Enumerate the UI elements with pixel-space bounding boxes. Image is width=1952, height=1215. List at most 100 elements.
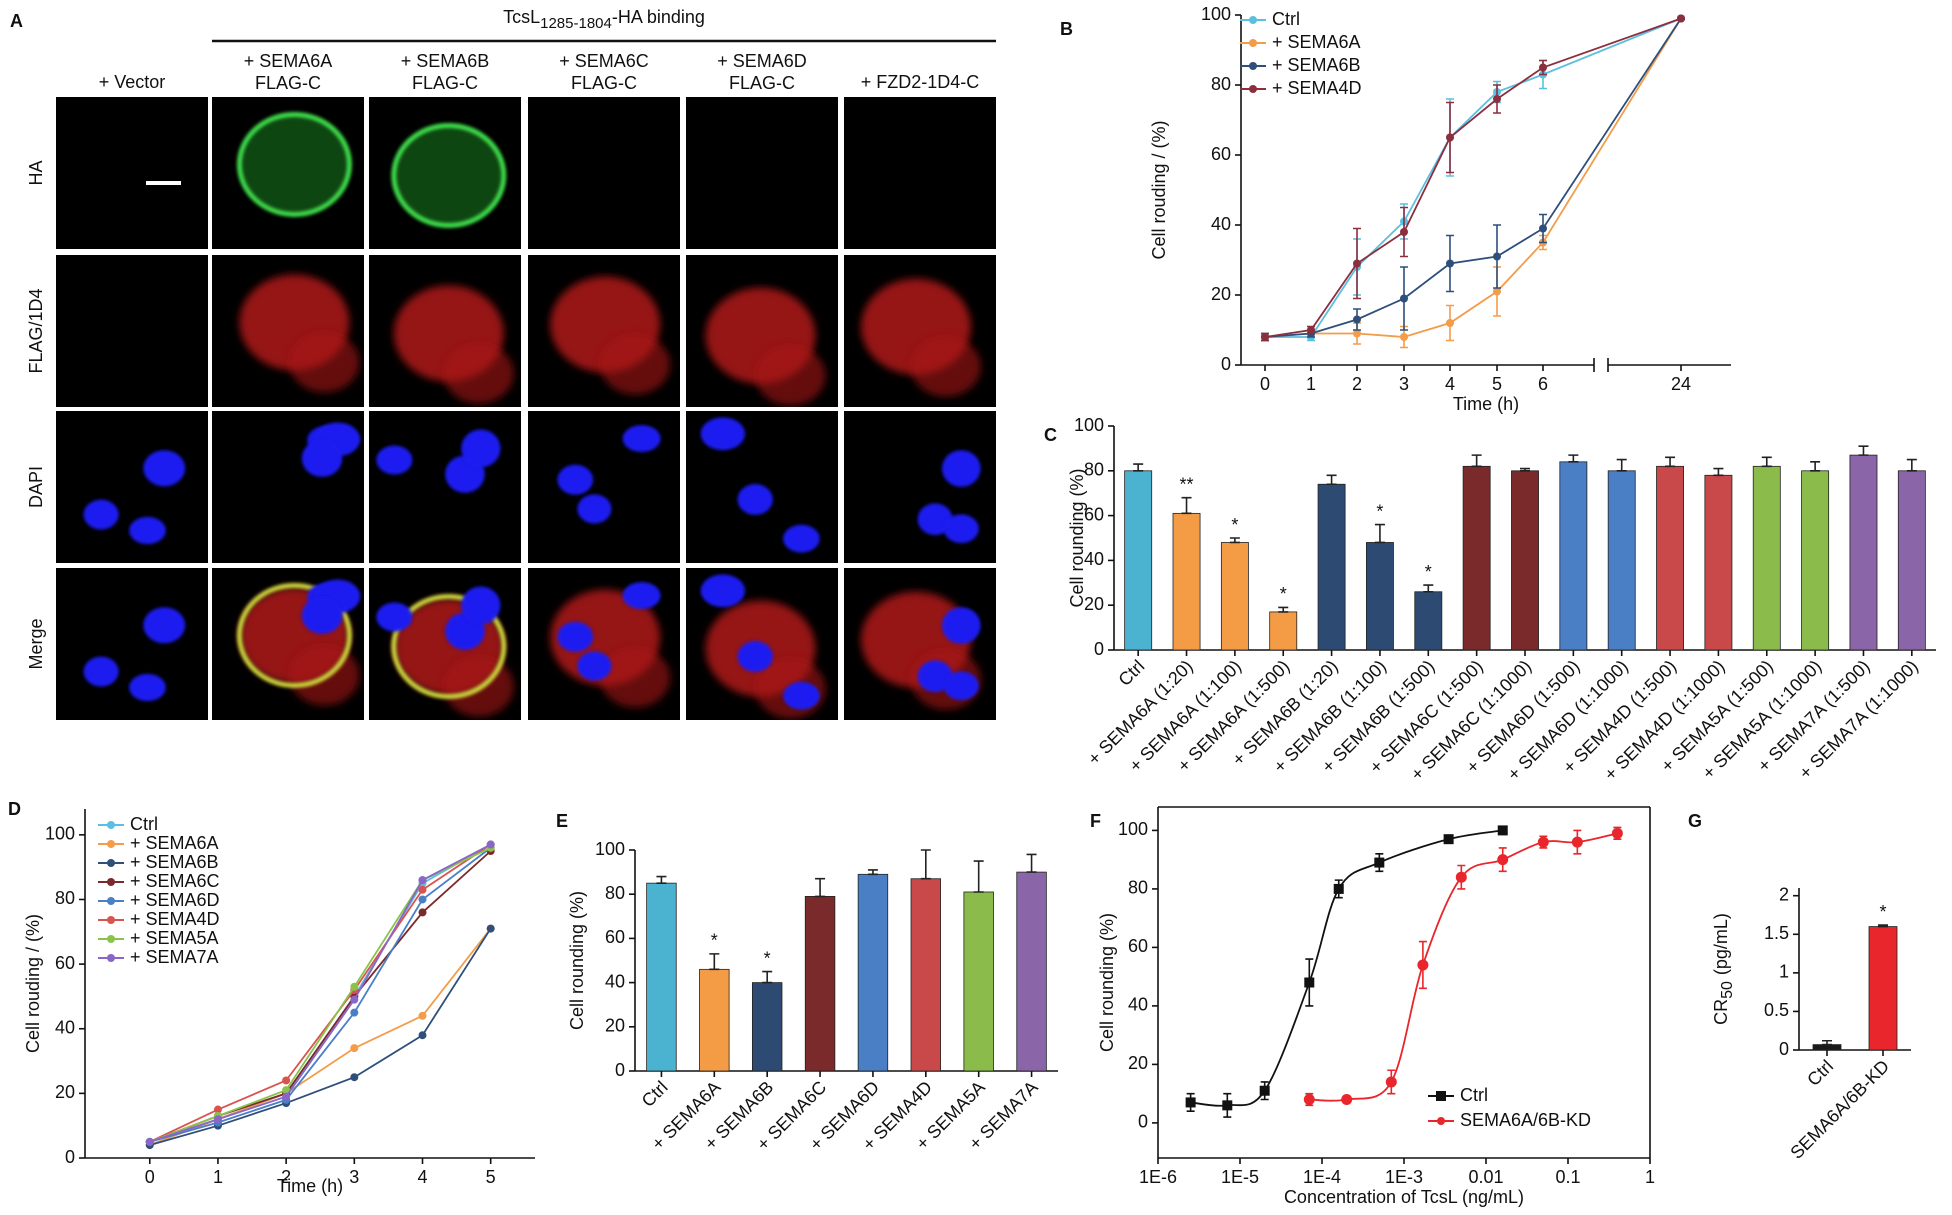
marker [1539,224,1547,233]
marker [418,876,427,885]
marker [350,982,359,991]
y-tick-label: 0 [1138,1112,1148,1132]
cell-signal [600,334,671,395]
series-line [149,843,492,1143]
marker [1353,259,1361,268]
y-tick-label: 0 [1221,354,1231,374]
bar [1414,591,1443,651]
nucleus [557,464,594,495]
marker [486,924,495,933]
marker [1400,294,1408,303]
marker [1304,977,1315,988]
cell-membrane [391,593,507,699]
significance: * [711,931,718,951]
x-tick-label: 6 [1538,374,1548,394]
micrograph [56,97,208,249]
error-bar [1858,445,1869,456]
marker [1497,825,1508,836]
legend-marker [107,840,115,848]
error-bar [1181,496,1192,515]
column-header: + Vector [99,72,166,92]
marker [418,908,427,917]
nucleus [943,671,979,701]
y-tick-label: 80 [605,883,625,903]
micrograph [844,411,996,563]
significance: ** [1180,474,1194,494]
nucleus [783,524,820,553]
significance: * [1280,584,1287,604]
y-axis-label-sub: 50 [1719,981,1736,999]
marker [350,995,359,1004]
panel-label: F [1090,811,1101,831]
marker [486,840,495,849]
error-bar [1906,458,1917,472]
significance: * [1879,902,1886,922]
title-sub: 1285-1804 [540,15,612,32]
micrograph [528,255,680,407]
marker [1417,959,1429,971]
row-label: FLAG/1D4 [26,288,46,373]
y-tick-label: 20 [605,1016,625,1036]
row-label: DAPI [26,466,46,508]
cell-signal [910,336,981,397]
bar [1366,542,1394,651]
nucleus [622,582,661,610]
bar [1172,512,1201,651]
error-bar [815,877,826,898]
y-tick-label: 100 [595,839,625,859]
legend-marker [107,954,115,962]
micrograph [212,411,364,563]
error-bar [1761,456,1772,468]
legend-label: + SEMA6A [130,833,219,853]
y-tick-label: 20 [1211,284,1231,304]
nucleus [83,656,119,687]
series-line [149,928,492,1146]
y-tick-label: 80 [1211,74,1231,94]
error-bar [1471,454,1482,468]
legend-marker [107,878,115,886]
marker [1400,333,1408,341]
micrograph-bg [56,568,208,720]
error-bar [1568,454,1579,463]
fit-curve [1190,829,1503,1107]
legend-marker [107,859,115,867]
bar [1868,926,1898,1051]
column-header: + SEMA6B [401,51,490,71]
micrograph [686,255,838,407]
micrograph [212,568,364,720]
column-header: FLAG-C [729,73,795,93]
marker [1307,326,1315,334]
column-header: + SEMA6A [244,51,333,71]
nucleus [143,607,186,644]
bar [1124,470,1153,651]
nucleus [943,514,979,544]
x-tick-label: 3 [1399,374,1409,394]
y-tick-label: 2 [1779,884,1789,904]
error-bar [656,875,667,884]
bar [1220,542,1249,651]
bar [646,882,677,1072]
bar [804,896,836,1072]
micrograph-bg [369,411,521,563]
micrograph [686,97,838,249]
micrograph [844,97,996,249]
nucleus [376,445,413,475]
micrograph-bg [528,97,680,249]
marker [1497,854,1509,866]
error-bar [973,860,984,893]
panel-label: G [1688,811,1702,831]
marker [1537,836,1549,848]
error-bar [762,970,773,984]
x-axis-label: Time (h) [1453,394,1519,414]
micrograph [369,568,521,720]
bar [1462,465,1491,651]
nucleus [700,574,746,608]
legend-marker [107,916,115,924]
y-axis-label: Cell rouding / (%) [1149,120,1169,259]
legend-marker [1249,85,1257,93]
marker [350,1044,359,1053]
y-tick-label: 80 [55,888,75,908]
legend-marker [1249,16,1257,24]
nucleus [737,641,773,672]
micrograph [56,568,208,720]
